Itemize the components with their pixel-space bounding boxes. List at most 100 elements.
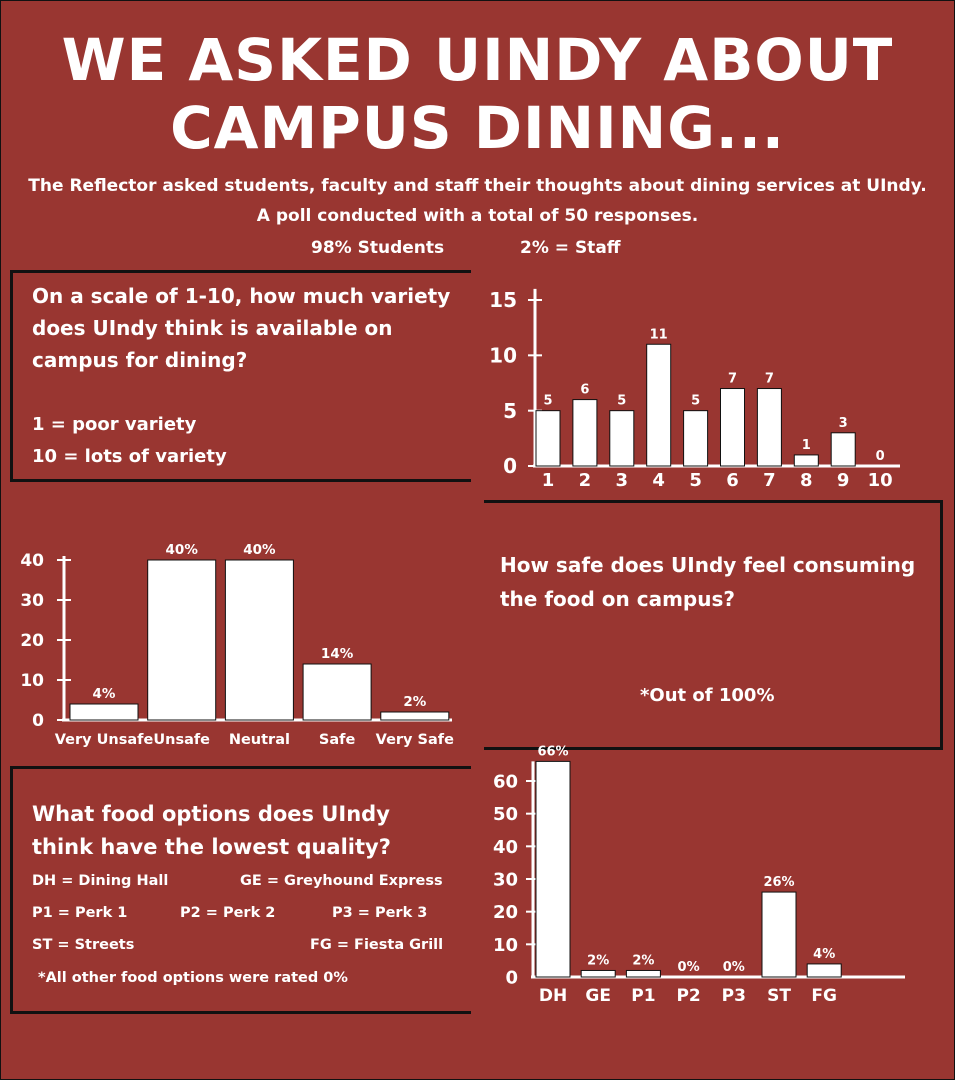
- chart-1-category-label: Neutral: [229, 732, 290, 748]
- chart-2-category-label: GE: [585, 986, 611, 1006]
- chart-1-data-label: 14%: [321, 646, 354, 662]
- chart-0-category-label: 9: [837, 470, 850, 491]
- chart-0-category-label: 3: [616, 470, 629, 491]
- chart-2-y-tick-label: 60: [493, 771, 518, 792]
- chart-1-bar: [224, 559, 294, 721]
- chart-0-data-label: 3: [839, 416, 848, 431]
- staff-share: 2% = Staff: [520, 238, 621, 258]
- chart-0-bar: [793, 454, 819, 467]
- subtitle: The Reflector asked students, faculty an…: [28, 176, 927, 196]
- chart-2-category-label: P2: [676, 986, 700, 1006]
- variety-question: On a scale of 1-10, how much variety doe…: [32, 280, 450, 376]
- chart-2-y-tick-label: 30: [493, 869, 518, 890]
- chart-0-data-label: 5: [691, 394, 700, 409]
- quality-note: *All other food options were rated 0%: [38, 970, 348, 986]
- chart-1-bar: [380, 711, 450, 721]
- chart-0-category-label: 2: [579, 470, 592, 491]
- variety-question-box: [10, 270, 471, 482]
- chart-1-data-label: 40%: [166, 542, 199, 558]
- variety-question-line: does UIndy think is available on: [32, 316, 393, 340]
- variety-scale-high: 10 = lots of variety: [32, 446, 227, 467]
- chart-2-data-label: 2%: [632, 953, 654, 968]
- chart-0-category-label: 5: [689, 470, 702, 491]
- chart-2-category-label: ST: [767, 986, 791, 1006]
- variety-question-line: On a scale of 1-10, how much variety: [32, 284, 451, 308]
- chart-1-data-label: 4%: [93, 686, 116, 702]
- chart-0-category-label: 10: [868, 470, 893, 491]
- chart-1-y-tick-label: 20: [20, 631, 44, 651]
- chart-2-category-label: P3: [722, 986, 746, 1006]
- chart-2-y-tick-label: 20: [493, 902, 518, 923]
- chart-0-data-label: 5: [617, 394, 626, 409]
- poll-note: A poll conducted with a total of 50 resp…: [256, 206, 699, 226]
- chart-2-y-tick-label: 50: [493, 804, 518, 825]
- chart-2-category-label: DH: [539, 986, 567, 1006]
- chart-0-y-tick-label: 15: [489, 288, 517, 312]
- chart-0-category-label: 1: [542, 470, 555, 491]
- chart-0-category-label: 6: [726, 470, 739, 491]
- chart-1-y-tick-label: 30: [20, 591, 44, 611]
- chart-2-bar: [806, 963, 842, 978]
- chart-0-data-label: 6: [580, 383, 589, 398]
- safety-question-line: How safe does UIndy feel consuming: [500, 553, 916, 577]
- chart-2-bar: [761, 891, 797, 978]
- chart-0-category-label: 4: [652, 470, 665, 491]
- chart-2-data-label: 2%: [587, 953, 609, 968]
- chart-2-bar: [625, 969, 661, 978]
- chart-1-data-label: 40%: [243, 542, 276, 558]
- chart-2-category-label: P1: [631, 986, 655, 1006]
- chart-1-bar: [302, 663, 372, 721]
- variety-question-line: campus for dining?: [32, 348, 248, 372]
- safety-question-box: [484, 500, 943, 750]
- chart-0-bar: [756, 388, 782, 467]
- key-dh: DH = Dining Hall: [32, 873, 169, 889]
- key-p3: P3 = Perk 3: [332, 905, 428, 921]
- chart-0-bar: [646, 343, 672, 467]
- quality-question-box: [10, 766, 471, 1014]
- key-p1: P1 = Perk 1: [32, 905, 128, 921]
- chart-1-data-label: 2%: [403, 694, 426, 710]
- chart-2-y-tick-label: 40: [493, 837, 518, 858]
- quality-question: What food options does UIndy think have …: [32, 798, 391, 864]
- chart-1-category-label: Very Safe: [376, 732, 454, 748]
- chart-2-bar: [580, 969, 616, 978]
- title-line-1: WE ASKED UINDY ABOUT: [61, 26, 894, 94]
- chart-1-y-tick-label: 0: [32, 711, 44, 731]
- key-p2: P2 = Perk 2: [180, 905, 276, 921]
- chart-0-bar: [683, 410, 709, 467]
- safety-question: How safe does UIndy feel consuming the f…: [500, 548, 915, 616]
- chart-0-bar: [535, 410, 561, 467]
- chart-1-category-label: Very Unsafe: [55, 732, 154, 748]
- key-fg: FG = Fiesta Grill: [310, 937, 444, 953]
- chart-2-data-label: 4%: [813, 947, 835, 962]
- chart-0-data-label: 11: [650, 327, 668, 342]
- title-line-2: CAMPUS DINING...: [170, 94, 785, 162]
- chart-1-y-tick-label: 40: [20, 551, 44, 571]
- variety-scale-low: 1 = poor variety: [32, 414, 197, 435]
- chart-2-category-label: FG: [811, 986, 837, 1006]
- chart-0-y-tick-label: 5: [503, 399, 517, 423]
- chart-0-bar: [720, 388, 745, 467]
- chart-0-data-label: 7: [728, 372, 737, 387]
- safety-question-line: the food on campus?: [500, 587, 735, 611]
- chart-0-data-label: 1: [802, 438, 811, 453]
- students-share: 98% Students: [311, 238, 445, 258]
- chart-0-bar: [830, 432, 856, 467]
- chart-1-bar: [147, 559, 217, 721]
- chart-0-bar: [572, 399, 598, 467]
- chart-2-data-label: 0%: [678, 960, 700, 975]
- chart-0-category-label: 7: [763, 470, 776, 491]
- page-title: WE ASKED UINDY ABOUT CAMPUS DINING...: [0, 26, 955, 162]
- safety-note: *Out of 100%: [640, 685, 775, 706]
- quality-question-line: What food options does UIndy: [32, 802, 390, 826]
- chart-2-data-label: 0%: [723, 960, 745, 975]
- chart-0-data-label: 5: [543, 394, 552, 409]
- chart-1-category-label: Safe: [319, 732, 356, 748]
- chart-1-bar: [69, 703, 139, 721]
- chart-1-category-label: Unsafe: [153, 732, 210, 748]
- chart-2-y-tick-label: 0: [505, 967, 518, 988]
- chart-1-y-tick-label: 10: [20, 671, 44, 691]
- quality-question-line: think have the lowest quality?: [32, 835, 391, 859]
- chart-2-data-label: 66%: [537, 744, 568, 759]
